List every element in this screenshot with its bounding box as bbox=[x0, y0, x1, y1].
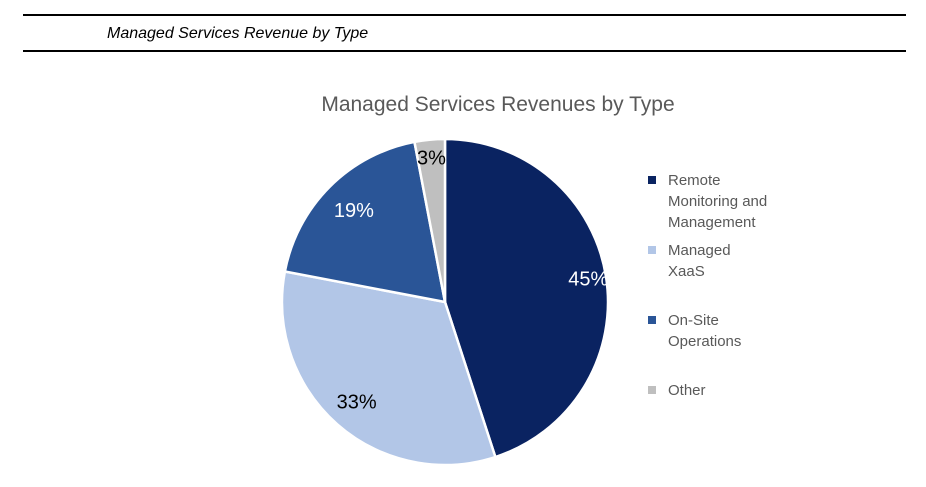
legend-item-remote-monitoring-and-management: Remote Monitoring and Management bbox=[648, 170, 767, 233]
header-rule-bottom bbox=[23, 50, 906, 52]
pie-slice-2 bbox=[283, 140, 447, 304]
legend-item-label: Other bbox=[668, 382, 706, 399]
legend-item-on-site-operations: On-Site Operations bbox=[648, 310, 741, 352]
legend-item-label: Remote Monitoring and Management bbox=[668, 172, 768, 231]
legend-marker-icon bbox=[648, 386, 656, 394]
page-header-title: Managed Services Revenue by Type bbox=[107, 25, 369, 42]
pie-slice-label: 3% bbox=[417, 147, 446, 169]
pie-slice-0 bbox=[443, 137, 610, 459]
pie-slice-label: 33% bbox=[337, 391, 377, 413]
header-rule-top bbox=[23, 14, 906, 16]
pie-slice-3 bbox=[413, 137, 447, 304]
pie-slice-label: 19% bbox=[334, 200, 374, 222]
legend-marker-icon bbox=[648, 176, 656, 184]
pie-slice-1 bbox=[280, 270, 497, 467]
chart-title: Managed Services Revenues by Type bbox=[321, 93, 675, 116]
legend-item-label: Managed XaaS bbox=[668, 242, 731, 280]
legend-item-other: Other bbox=[648, 380, 706, 401]
legend-item-managed-xaas: Managed XaaS bbox=[648, 240, 731, 282]
pie-chart: 45% 33% 19% 3% bbox=[280, 137, 610, 467]
pie-slice-label: 45% bbox=[568, 268, 608, 290]
legend-item-label: On-Site Operations bbox=[668, 312, 742, 350]
legend-marker-icon bbox=[648, 316, 656, 324]
legend-marker-icon bbox=[648, 246, 656, 254]
